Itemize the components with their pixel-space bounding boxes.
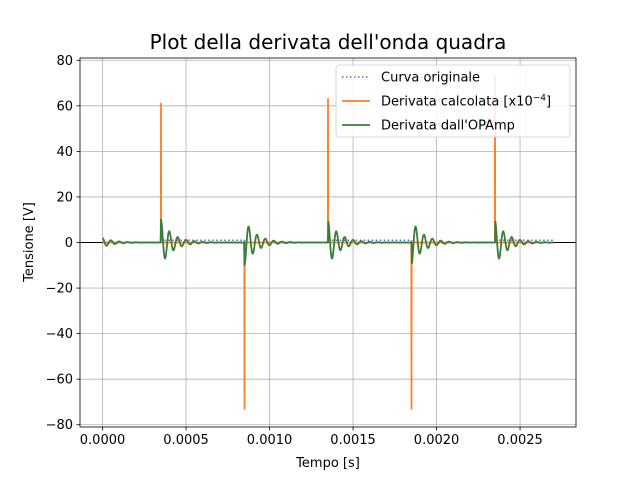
y-tick-label: −40: [46, 327, 73, 342]
legend: Curva originale Derivata calcolata [x10−4…: [335, 64, 571, 138]
x-tick-label: 0.0025: [497, 433, 543, 448]
legend-label: Derivata calcolata [x10−4]: [381, 94, 551, 110]
y-tick-label: −80: [46, 418, 73, 433]
x-tick-label: 0.0015: [330, 433, 376, 448]
x-tick-label: 0.0005: [163, 433, 209, 448]
series-layer: [101, 75, 554, 410]
y-tick-label: 0: [65, 236, 73, 251]
x-tick-label: 0.0010: [247, 433, 293, 448]
y-tick-label: 20: [56, 190, 73, 205]
legend-box: [335, 64, 571, 138]
x-axis: 0.0000 0.0005 0.0010 0.0015 0.0020 0.0025: [80, 427, 543, 448]
x-tick-label: 0.0020: [414, 433, 460, 448]
x-axis-label: Tempo [s]: [295, 456, 360, 471]
legend-label: Curva originale: [381, 71, 480, 86]
y-tick-label: −60: [46, 373, 73, 388]
series-line-2: [102, 75, 554, 410]
y-axis: −80 −60 −40 −20 0 20 40 60 80: [46, 54, 80, 433]
y-axis-label: Tensione [V]: [22, 202, 37, 283]
y-tick-label: −20: [46, 282, 73, 297]
series-line-3: [101, 218, 554, 267]
chart-title: Plot della derivata dell'onda quadra: [150, 30, 507, 54]
legend-label: Derivata dall'OPAmp: [381, 119, 515, 134]
y-tick-label: 40: [56, 145, 73, 160]
y-tick-label: 80: [56, 54, 73, 69]
y-tick-label: 60: [56, 99, 73, 114]
x-tick-label: 0.0000: [80, 433, 126, 448]
